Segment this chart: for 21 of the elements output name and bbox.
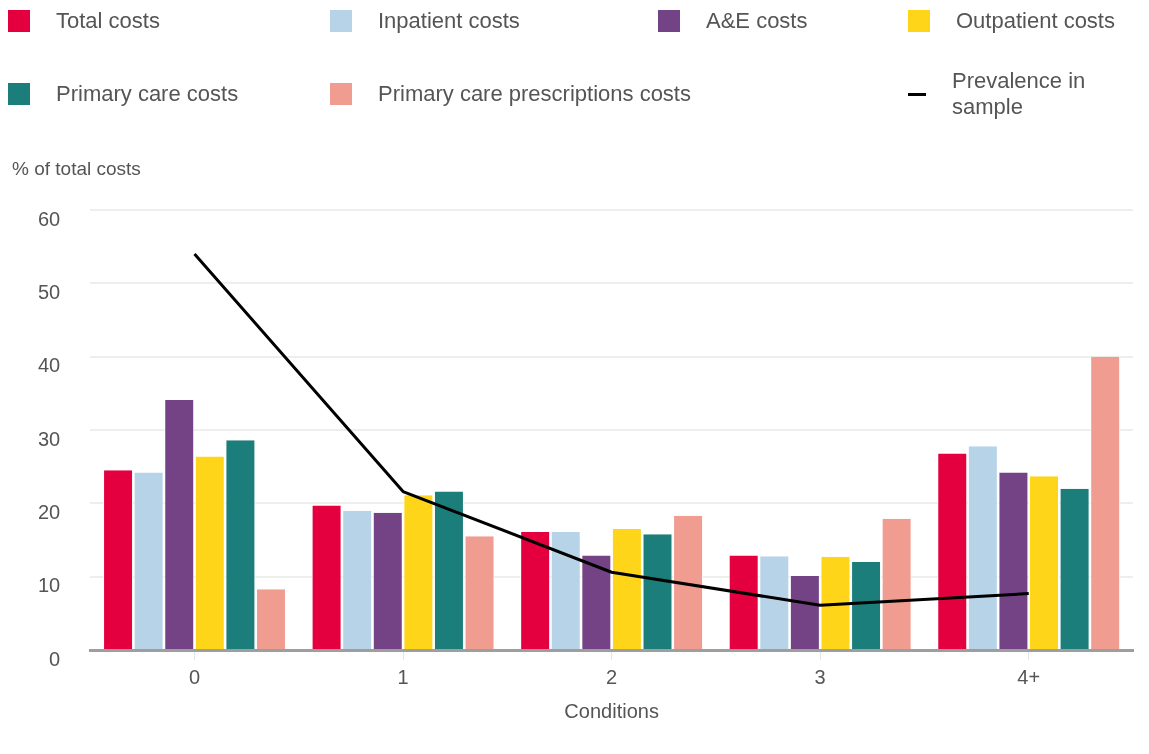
legend-label: Primary care prescriptions costs	[378, 81, 691, 107]
x-tick-label: 2	[606, 665, 618, 688]
x-tick-label: 4+	[1017, 665, 1041, 688]
y-tick-label: 60	[38, 207, 61, 230]
legend-label: A&E costs	[706, 8, 808, 34]
legend-label: Total costs	[56, 8, 160, 34]
x-axis-title: Conditions	[564, 699, 659, 722]
y-axis-title: % of total costs	[12, 158, 142, 180]
y-tick-label: 20	[38, 500, 61, 523]
x-tick-label: 1	[397, 665, 409, 688]
legend-label: Inpatient costs	[378, 8, 520, 34]
y-tick-label: 30	[38, 427, 61, 450]
legend-label: Primary care costs	[56, 81, 239, 107]
legend-label: Outpatient costs	[956, 8, 1115, 34]
y-tick-label: 50	[38, 280, 61, 303]
x-tick-label: 3	[814, 665, 826, 688]
y-tick-label: 40	[38, 354, 61, 377]
y-tick-label: 0	[49, 647, 61, 670]
y-tick-label: 10	[38, 574, 61, 597]
legend-label: Prevalence in sample	[951, 68, 1087, 120]
x-tick-label: 0	[188, 665, 201, 688]
